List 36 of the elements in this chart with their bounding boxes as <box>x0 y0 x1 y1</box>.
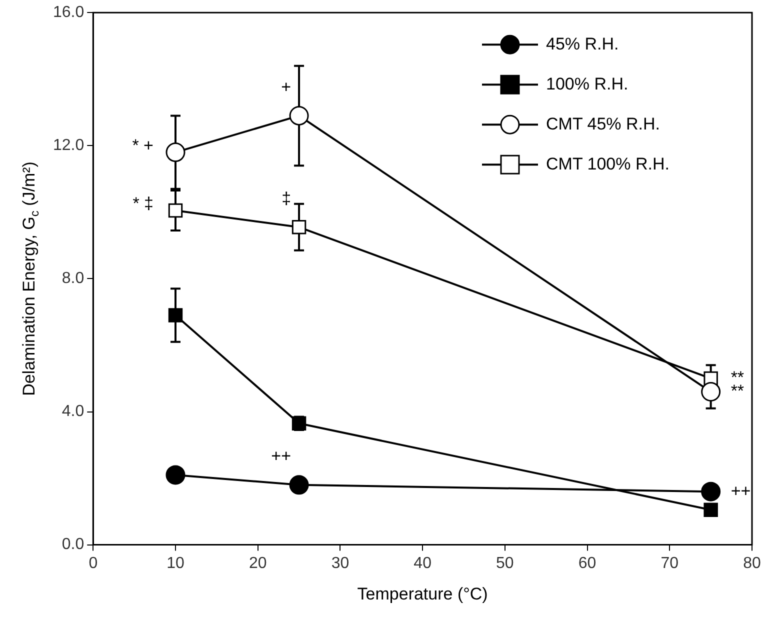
annotation: * ‡ <box>132 194 154 214</box>
legend-label: CMT 100% R.H. <box>546 154 670 174</box>
point <box>289 475 309 495</box>
x-tick-label: 40 <box>414 554 432 572</box>
annotation: ++ <box>730 481 751 500</box>
point <box>166 142 186 162</box>
y-axis-title: Delamination Energy, Gc (J/m²) <box>20 162 42 396</box>
annotation: + <box>281 77 292 96</box>
point <box>704 502 718 517</box>
y-tick-label: 4.0 <box>62 403 84 420</box>
point <box>168 203 183 218</box>
x-tick-label: 20 <box>248 554 267 572</box>
point <box>166 465 186 485</box>
x-tick-label: 60 <box>578 554 596 572</box>
point <box>701 382 721 402</box>
point <box>701 482 721 502</box>
annotation: ‡ <box>282 188 292 208</box>
x-tick-label: 0 <box>88 554 98 572</box>
x-tick-label: 70 <box>660 554 679 572</box>
x-tick-label: 10 <box>166 554 184 572</box>
legend-label: 45% R.H. <box>546 34 619 54</box>
y-tick-label: 12.0 <box>53 137 84 154</box>
x-tick-label: 30 <box>331 554 350 572</box>
point <box>292 220 306 234</box>
x-axis-title: Temperature (°C) <box>357 584 488 604</box>
y-tick-label: 8.0 <box>62 270 84 288</box>
x-tick-label: 80 <box>743 554 761 572</box>
annotation: ++ <box>271 446 292 466</box>
legend-label: 100% R.H. <box>546 74 628 94</box>
y-tick-label: 0.0 <box>62 536 84 554</box>
point <box>168 308 183 322</box>
point <box>289 106 309 126</box>
annotation: * + <box>132 136 154 155</box>
y-tick-label: 16.0 <box>53 4 84 22</box>
x-tick-label: 50 <box>496 554 514 572</box>
legend-label: CMT 45% R.H. <box>546 114 660 134</box>
